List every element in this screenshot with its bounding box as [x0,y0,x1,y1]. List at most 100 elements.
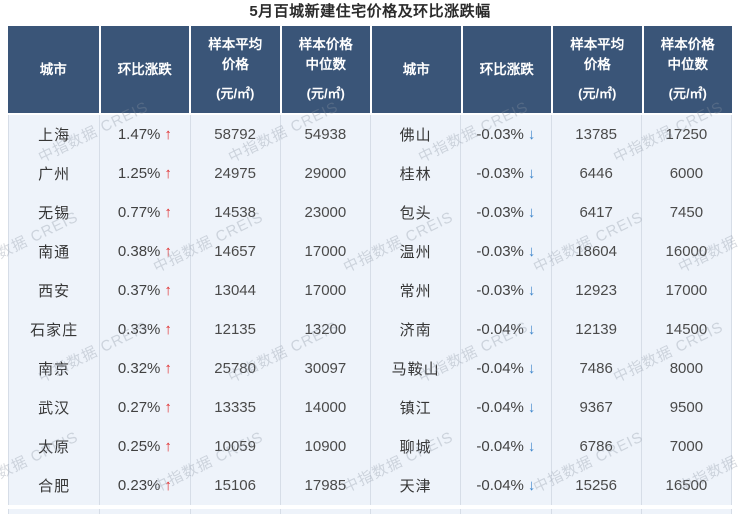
median-price-cell: 16000 [640,232,731,271]
avg-price-value: 24975 [214,165,256,182]
city-label: 常州 [399,283,432,300]
avg-price-value: 7486 [579,360,613,377]
median-price-cell: 14000 [279,388,370,427]
table-row: 太原 0.25% ↑ 10059 10900 聊城 -0.04% ↓ 6786 70… [9,427,731,466]
up-arrow-icon: ↑ [164,243,172,260]
header-change-left: 环比涨跌 [98,26,190,113]
avg-price-cell: 7486 [550,349,641,388]
city-cell: 济南 [370,310,460,349]
median-price-value: 16500 [665,477,708,494]
change-value: -0.03% [476,243,524,260]
change-cell: 0.32% ↑ [99,349,189,388]
city-label: 太原 [38,439,71,456]
avg-price-cell: 58792 [189,115,280,154]
up-arrow-icon: ↑ [164,399,172,416]
median-price-cell: 10900 [279,427,370,466]
avg-price-value: 18604 [575,243,617,260]
header-avg-price-right: 样本平均 价格 (元/㎡) [551,26,642,113]
change-value: 1.47% [117,126,161,143]
median-price-cell: 8000 [640,349,731,388]
down-arrow-icon: ↓ [527,243,536,260]
table-row: 广州 1.25% ↑ 24975 29000 桂林 -0.03% ↓ 6446 60… [9,154,731,193]
change-cell: 0.33% ↑ [99,310,189,349]
city-cell: 南京 [9,349,99,388]
city-cell: 南通 [9,232,99,271]
table-row: 南京 0.32% ↑ 25780 30097 马鞍山 -0.04% ↓ 7486 8… [9,349,731,388]
city-cell: 聊城 [370,427,460,466]
change-cell: 1.25% ↑ [99,154,189,193]
header-median-right-line1: 样本价格 [660,37,715,53]
city-label: 无锡 [38,205,71,222]
median-price-cell: 23000 [279,193,370,232]
median-price-cell: 16500 [640,466,731,505]
change-cell: -0.04% ↓ [460,427,550,466]
avg-price-cell: 15256 [550,466,641,505]
median-price-cell: 17985 [279,466,370,505]
median-price-cell: 14500 [640,310,731,349]
median-price-cell: 54938 [279,115,370,154]
down-arrow-icon: ↓ [527,438,536,455]
avg-price-value: 9367 [579,399,613,416]
median-price-cell: 7000 [640,427,731,466]
median-price-value: 7450 [669,204,704,221]
avg-price-cell: 18604 [550,232,641,271]
header-median-price-left: 样本价格 中位数 (元/㎡) [279,26,371,113]
up-arrow-icon: ↑ [164,282,172,299]
header-change-right-label: 环比涨跌 [479,61,534,77]
change-value: 1.25% [117,165,161,182]
change-cell: -0.03% ↓ [460,154,550,193]
median-price-value: 29000 [304,165,347,182]
change-value: -0.03% [476,165,524,182]
header-avg-right-line2: 价格 [583,56,611,72]
up-arrow-icon: ↑ [164,165,172,182]
city-cell: 天津 [370,466,460,505]
city-cell: 桂林 [370,154,460,193]
avg-price-value: 10059 [214,438,256,455]
avg-price-cell: 15106 [189,466,280,505]
city-label: 武汉 [38,400,71,417]
header-avg-left-unit: (元/㎡) [216,86,255,102]
header-city-left: 城市 [8,26,99,113]
down-arrow-icon: ↓ [527,282,536,299]
change-value: -0.04% [476,321,524,338]
change-cell: 1.47% ↑ [99,115,189,154]
table-row: 石家庄 0.33% ↑ 12135 13200 济南 -0.04% ↓ 12139 … [9,310,731,349]
table-body: 上海 1.47% ↑ 58792 54938 佛山 -0.03% ↓ 13785 1… [8,115,732,505]
median-price-cell: 13200 [279,310,370,349]
city-cell: 温州 [370,232,460,271]
change-cell: 0.23% ↑ [99,466,189,505]
city-cell: 马鞍山 [370,349,460,388]
median-price-value: 7000 [669,438,704,455]
change-cell: -0.04% ↓ [460,349,550,388]
median-price-cell: 17000 [279,271,370,310]
avg-price-value: 13335 [214,399,256,416]
avg-price-cell: 14657 [189,232,280,271]
change-cell: -0.03% ↓ [460,232,550,271]
city-label: 镇江 [399,400,432,417]
median-price-cell: 9500 [640,388,731,427]
city-cell: 武汉 [9,388,99,427]
header-median-price-right: 样本价格 中位数 (元/㎡) [641,26,733,113]
table-row: 武汉 0.27% ↑ 13335 14000 镇江 -0.04% ↓ 9367 95… [9,388,731,427]
change-cell: 0.77% ↑ [99,193,189,232]
median-price-value: 14500 [665,321,708,338]
avg-price-value: 6417 [579,204,613,221]
header-city-right: 城市 [370,26,461,113]
header-avg-left-line2: 价格 [221,56,249,72]
avg-price-cell: 12135 [189,310,280,349]
change-value: -0.03% [476,126,524,143]
avg-price-cell: 6786 [550,427,641,466]
change-value: 0.23% [117,477,161,494]
city-label: 包头 [399,205,432,222]
avg-price-value: 12139 [575,321,617,338]
table-row: 西安 0.37% ↑ 13044 17000 常州 -0.03% ↓ 12923 1… [9,271,731,310]
avg-price-cell: 25780 [189,349,280,388]
header-city-right-label: 城市 [402,61,430,77]
median-price-value: 13200 [304,321,347,338]
header-avg-price-left: 样本平均 价格 (元/㎡) [189,26,280,113]
change-value: -0.04% [476,477,524,494]
median-price-cell: 29000 [279,154,370,193]
table-row: 南通 0.38% ↑ 14657 17000 温州 -0.03% ↓ 18604 1… [9,232,731,271]
change-value: -0.04% [476,399,524,416]
header-median-left-line1: 样本价格 [298,37,353,53]
